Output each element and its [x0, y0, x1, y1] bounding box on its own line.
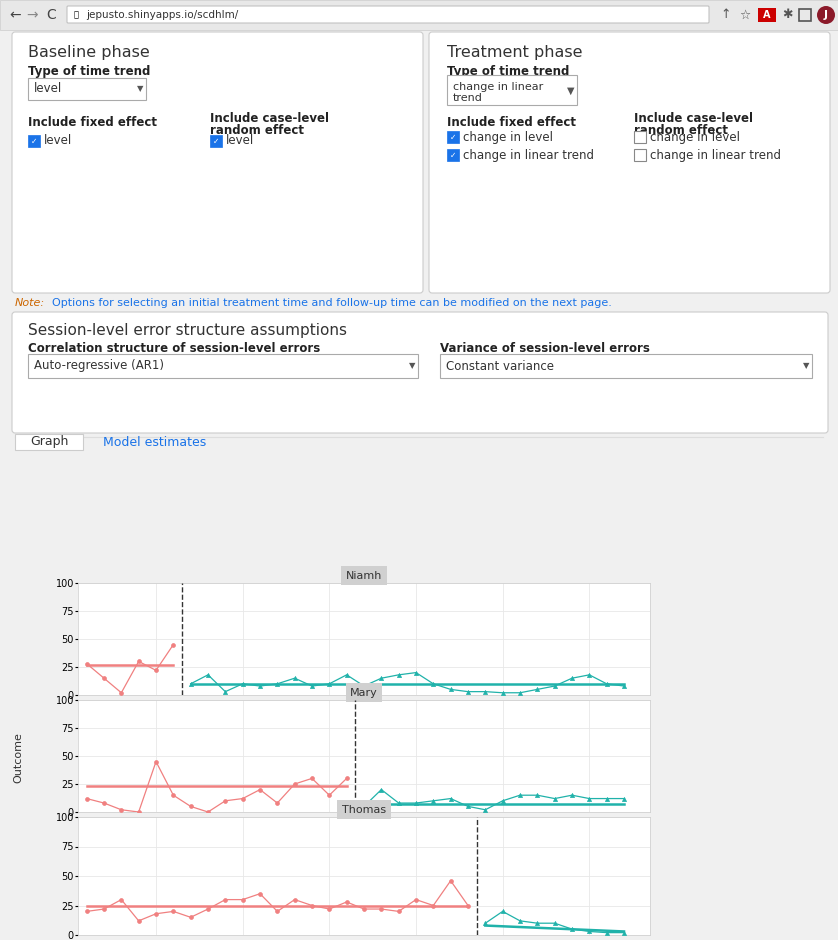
Text: Outcome: Outcome	[13, 732, 23, 783]
Text: ▼: ▼	[137, 85, 143, 93]
Text: Include fixed effect: Include fixed effect	[447, 116, 576, 129]
Bar	[758, 8, 776, 22]
Circle shape	[817, 6, 835, 24]
Text: change in linear trend: change in linear trend	[650, 149, 781, 162]
Text: C: C	[46, 8, 56, 22]
Text: Session-level error structure assumptions: Session-level error structure assumption…	[28, 322, 347, 337]
Title: Thomas: Thomas	[342, 805, 386, 815]
Bar	[0, 0, 838, 30]
FancyBboxPatch shape	[447, 75, 577, 105]
Text: ✓: ✓	[31, 136, 37, 146]
FancyBboxPatch shape	[634, 131, 646, 143]
FancyBboxPatch shape	[429, 32, 830, 293]
FancyBboxPatch shape	[634, 149, 646, 161]
Text: Note:: Note:	[15, 298, 45, 308]
Bar	[15, 434, 83, 450]
FancyBboxPatch shape	[12, 312, 828, 433]
Text: Treatment phase: Treatment phase	[447, 44, 582, 59]
Text: Variance of session-level errors: Variance of session-level errors	[440, 342, 650, 355]
Text: Include case-level: Include case-level	[210, 112, 329, 124]
Text: Constant variance: Constant variance	[446, 359, 554, 372]
Text: Include fixed effect: Include fixed effect	[28, 116, 157, 129]
Text: change in linear trend: change in linear trend	[463, 149, 594, 162]
Text: Options for selecting an initial treatment time and follow-up time can be modifi: Options for selecting an initial treatme…	[52, 298, 612, 308]
Text: ✓: ✓	[213, 136, 220, 146]
Text: ☆: ☆	[739, 8, 751, 22]
Text: ↑: ↑	[721, 8, 732, 22]
Text: ▼: ▼	[803, 362, 810, 370]
FancyBboxPatch shape	[28, 354, 418, 378]
Bar	[799, 9, 811, 21]
FancyBboxPatch shape	[440, 354, 812, 378]
Title: Mary: Mary	[350, 688, 378, 697]
Text: ▼: ▼	[409, 362, 416, 370]
Text: Type of time trend: Type of time trend	[447, 66, 569, 79]
FancyBboxPatch shape	[12, 32, 423, 293]
Text: random effect: random effect	[210, 123, 304, 136]
FancyBboxPatch shape	[28, 135, 40, 147]
Text: random effect: random effect	[634, 123, 728, 136]
Text: Include case-level: Include case-level	[634, 112, 753, 124]
Text: ✱: ✱	[782, 8, 792, 22]
Text: Auto-regressive (AR1): Auto-regressive (AR1)	[34, 359, 164, 372]
Text: trend: trend	[453, 93, 483, 103]
Text: change in level: change in level	[650, 131, 740, 144]
Text: Correlation structure of session-level errors: Correlation structure of session-level e…	[28, 342, 320, 355]
Text: J: J	[824, 10, 828, 20]
Text: ✓: ✓	[450, 150, 456, 160]
Text: ✓: ✓	[450, 133, 456, 142]
FancyBboxPatch shape	[28, 78, 146, 100]
Text: ←: ←	[9, 8, 21, 22]
Title: Niamh: Niamh	[346, 571, 382, 581]
FancyBboxPatch shape	[447, 131, 459, 143]
FancyBboxPatch shape	[447, 149, 459, 161]
Text: change in level: change in level	[463, 131, 553, 144]
Text: jepusto.shinyapps.io/scdhlm/: jepusto.shinyapps.io/scdhlm/	[86, 9, 238, 20]
Text: Graph: Graph	[30, 435, 68, 448]
Text: level: level	[44, 134, 72, 148]
Text: →: →	[26, 8, 38, 22]
Text: Type of time trend: Type of time trend	[28, 66, 150, 79]
FancyBboxPatch shape	[67, 6, 709, 23]
Text: Baseline phase: Baseline phase	[28, 44, 150, 59]
Text: Model estimates: Model estimates	[103, 435, 207, 448]
FancyBboxPatch shape	[210, 135, 222, 147]
Text: change in linear: change in linear	[453, 82, 543, 92]
Text: level: level	[226, 134, 254, 148]
Text: ▼: ▼	[567, 86, 575, 96]
Text: level: level	[34, 83, 62, 96]
Text: 🔒: 🔒	[74, 10, 79, 19]
Text: A: A	[763, 10, 771, 20]
